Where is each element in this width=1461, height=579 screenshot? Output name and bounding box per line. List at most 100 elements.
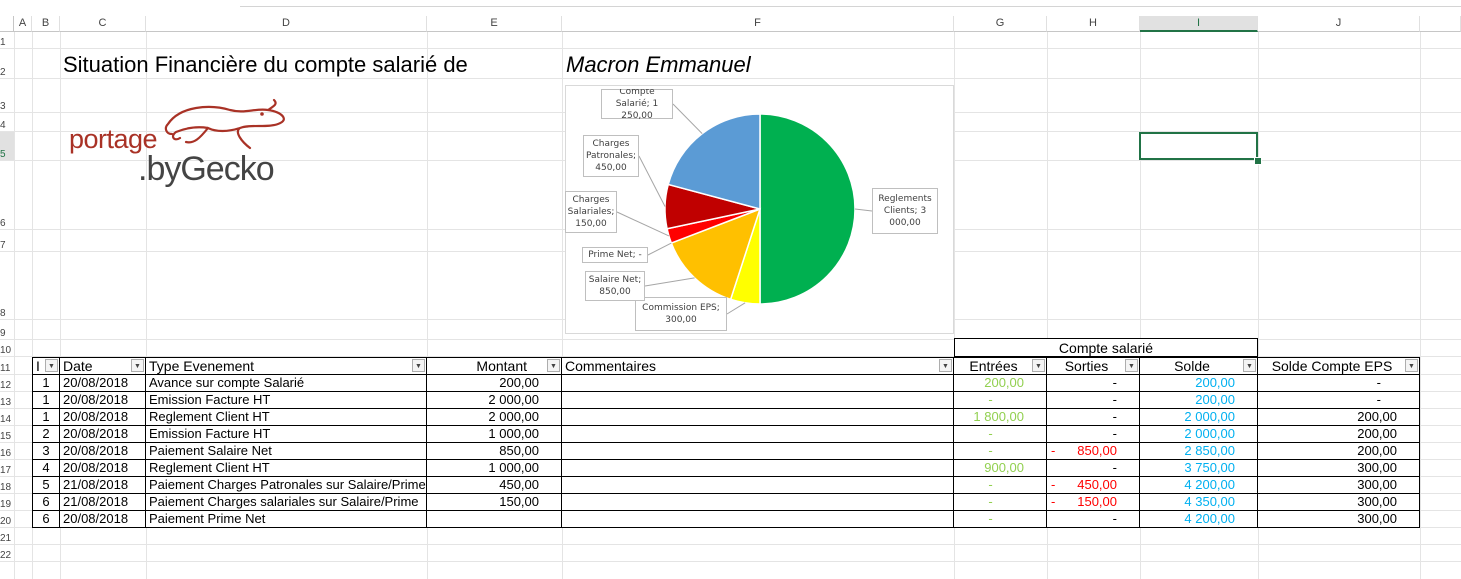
pie-slice-reglements-clients[interactable]: [759, 113, 856, 305]
column-header-C[interactable]: C: [60, 16, 146, 32]
cell-sorties[interactable]: -: [1047, 375, 1140, 392]
cell-montant[interactable]: 1 000,00: [427, 426, 562, 443]
cell-id[interactable]: 5: [32, 477, 60, 494]
column-header-A[interactable]: A: [14, 16, 32, 32]
row-header-6[interactable]: 6: [0, 161, 14, 230]
cell-solde[interactable]: 200,00: [1140, 392, 1258, 409]
cell-sorties[interactable]: -: [1047, 511, 1140, 528]
filter-dropdown-icon[interactable]: ▼: [939, 359, 952, 372]
cell-type[interactable]: Reglement Client HT: [146, 409, 427, 426]
row-header-3[interactable]: 3: [0, 79, 14, 113]
cell-montant[interactable]: 450,00: [427, 477, 562, 494]
column-header-E[interactable]: E: [427, 16, 562, 32]
cell-date[interactable]: 20/08/2018: [60, 409, 146, 426]
row-header-1[interactable]: 1: [0, 32, 14, 49]
cell-montant[interactable]: 150,00: [427, 494, 562, 511]
cell-solde[interactable]: 4 350,00: [1140, 494, 1258, 511]
row-header-2[interactable]: 2: [0, 49, 14, 79]
cell-date[interactable]: 20/08/2018: [60, 375, 146, 392]
cell-entrees[interactable]: -: [954, 392, 1047, 409]
cell-sorties[interactable]: -: [1047, 409, 1140, 426]
cell-solde[interactable]: 3 750,00: [1140, 460, 1258, 477]
cell-type[interactable]: Paiement Prime Net: [146, 511, 427, 528]
cell-solde_eps[interactable]: 200,00: [1258, 409, 1420, 426]
column-header-H[interactable]: H: [1047, 16, 1140, 32]
cell-entrees[interactable]: -: [954, 443, 1047, 460]
row-header-17[interactable]: 17: [0, 460, 14, 477]
fill-handle[interactable]: [1254, 157, 1262, 165]
row-header-13[interactable]: 13: [0, 392, 14, 409]
column-header-J[interactable]: J: [1258, 16, 1420, 32]
filter-dropdown-icon[interactable]: ▼: [131, 359, 144, 372]
row-header-4[interactable]: 4: [0, 113, 14, 132]
col-header-solde[interactable]: Solde ▼: [1140, 357, 1258, 375]
cell-solde[interactable]: 200,00: [1140, 375, 1258, 392]
data-label-reglements-clients[interactable]: Reglements Clients; 3 000,00: [872, 188, 938, 234]
cell-montant[interactable]: 2 000,00: [427, 409, 562, 426]
cell-commentaires[interactable]: [562, 426, 954, 443]
data-label-commission-eps[interactable]: Commission EPS; 300,00: [635, 297, 727, 331]
cell-sorties[interactable]: - 150,00: [1047, 494, 1140, 511]
cell-date[interactable]: 21/08/2018: [60, 494, 146, 511]
active-cell-I5[interactable]: [1139, 132, 1258, 160]
filter-dropdown-icon[interactable]: ▼: [547, 359, 560, 372]
cell-sorties[interactable]: - 450,00: [1047, 477, 1140, 494]
cell-sorties[interactable]: -: [1047, 460, 1140, 477]
data-label-charges-patronales[interactable]: Charges Patronales; 450,00: [583, 135, 639, 177]
row-header-14[interactable]: 14: [0, 409, 14, 426]
row-header-20[interactable]: 20: [0, 511, 14, 528]
cell-id[interactable]: 6: [32, 494, 60, 511]
cell-commentaires[interactable]: [562, 443, 954, 460]
cell-date[interactable]: 20/08/2018: [60, 426, 146, 443]
cell-id[interactable]: 1: [32, 392, 60, 409]
filter-dropdown-icon[interactable]: ▼: [1032, 359, 1045, 372]
cell-sorties[interactable]: -: [1047, 392, 1140, 409]
col-header-entrees[interactable]: Entrées ▼: [954, 357, 1047, 375]
cell-solde[interactable]: 2 850,00: [1140, 443, 1258, 460]
cell-montant[interactable]: [427, 511, 562, 528]
cell-type[interactable]: Reglement Client HT: [146, 460, 427, 477]
cell-id[interactable]: 4: [32, 460, 60, 477]
cell-commentaires[interactable]: [562, 375, 954, 392]
formula-bar[interactable]: [240, 0, 1461, 7]
column-header-D[interactable]: D: [146, 16, 427, 32]
cell-solde[interactable]: 2 000,00: [1140, 426, 1258, 443]
row-header-9[interactable]: 9: [0, 320, 14, 340]
col-header-commentaires[interactable]: Commentaires ▼: [562, 357, 954, 375]
cell-solde_eps[interactable]: 200,00: [1258, 426, 1420, 443]
row-header-12[interactable]: 12: [0, 375, 14, 392]
cell-commentaires[interactable]: [562, 477, 954, 494]
cell-commentaires[interactable]: [562, 494, 954, 511]
filter-dropdown-icon[interactable]: ▼: [1125, 359, 1138, 372]
cell-solde_eps[interactable]: 300,00: [1258, 511, 1420, 528]
filter-dropdown-icon[interactable]: ▼: [45, 359, 58, 372]
cell-date[interactable]: 21/08/2018: [60, 477, 146, 494]
cell-id[interactable]: 1: [32, 409, 60, 426]
cell-type[interactable]: Emission Facture HT: [146, 392, 427, 409]
cell-date[interactable]: 20/08/2018: [60, 443, 146, 460]
select-all-corner[interactable]: [0, 16, 14, 32]
col-header-id[interactable]: I ▼: [32, 357, 60, 375]
cell-solde_eps[interactable]: -: [1258, 375, 1420, 392]
cell-id[interactable]: 1: [32, 375, 60, 392]
cell-commentaires[interactable]: [562, 460, 954, 477]
col-header-type[interactable]: Type Evenement ▼: [146, 357, 427, 375]
cell-date[interactable]: 20/08/2018: [60, 392, 146, 409]
cell-id[interactable]: 6: [32, 511, 60, 528]
data-label-charges-salariales[interactable]: Charges Salariales; 150,00: [565, 191, 617, 233]
cell-solde_eps[interactable]: -: [1258, 392, 1420, 409]
cell-sorties[interactable]: -: [1047, 426, 1140, 443]
cell-solde[interactable]: 2 000,00: [1140, 409, 1258, 426]
col-header-sorties[interactable]: Sorties ▼: [1047, 357, 1140, 375]
row-header-16[interactable]: 16: [0, 443, 14, 460]
cell-type[interactable]: Paiement Charges salariales sur Salaire/…: [146, 494, 427, 511]
column-header-G[interactable]: G: [954, 16, 1047, 32]
cell-montant[interactable]: 1 000,00: [427, 460, 562, 477]
cell-type[interactable]: Paiement Charges Patronales sur Salaire/…: [146, 477, 427, 494]
filter-dropdown-icon[interactable]: ▼: [1243, 359, 1256, 372]
cell-solde_eps[interactable]: 300,00: [1258, 494, 1420, 511]
cell-date[interactable]: 20/08/2018: [60, 460, 146, 477]
cell-entrees[interactable]: -: [954, 426, 1047, 443]
cell-type[interactable]: Avance sur compte Salarié: [146, 375, 427, 392]
data-label-compte-salari-[interactable]: Compte Salarié; 1 250,00: [601, 89, 673, 119]
